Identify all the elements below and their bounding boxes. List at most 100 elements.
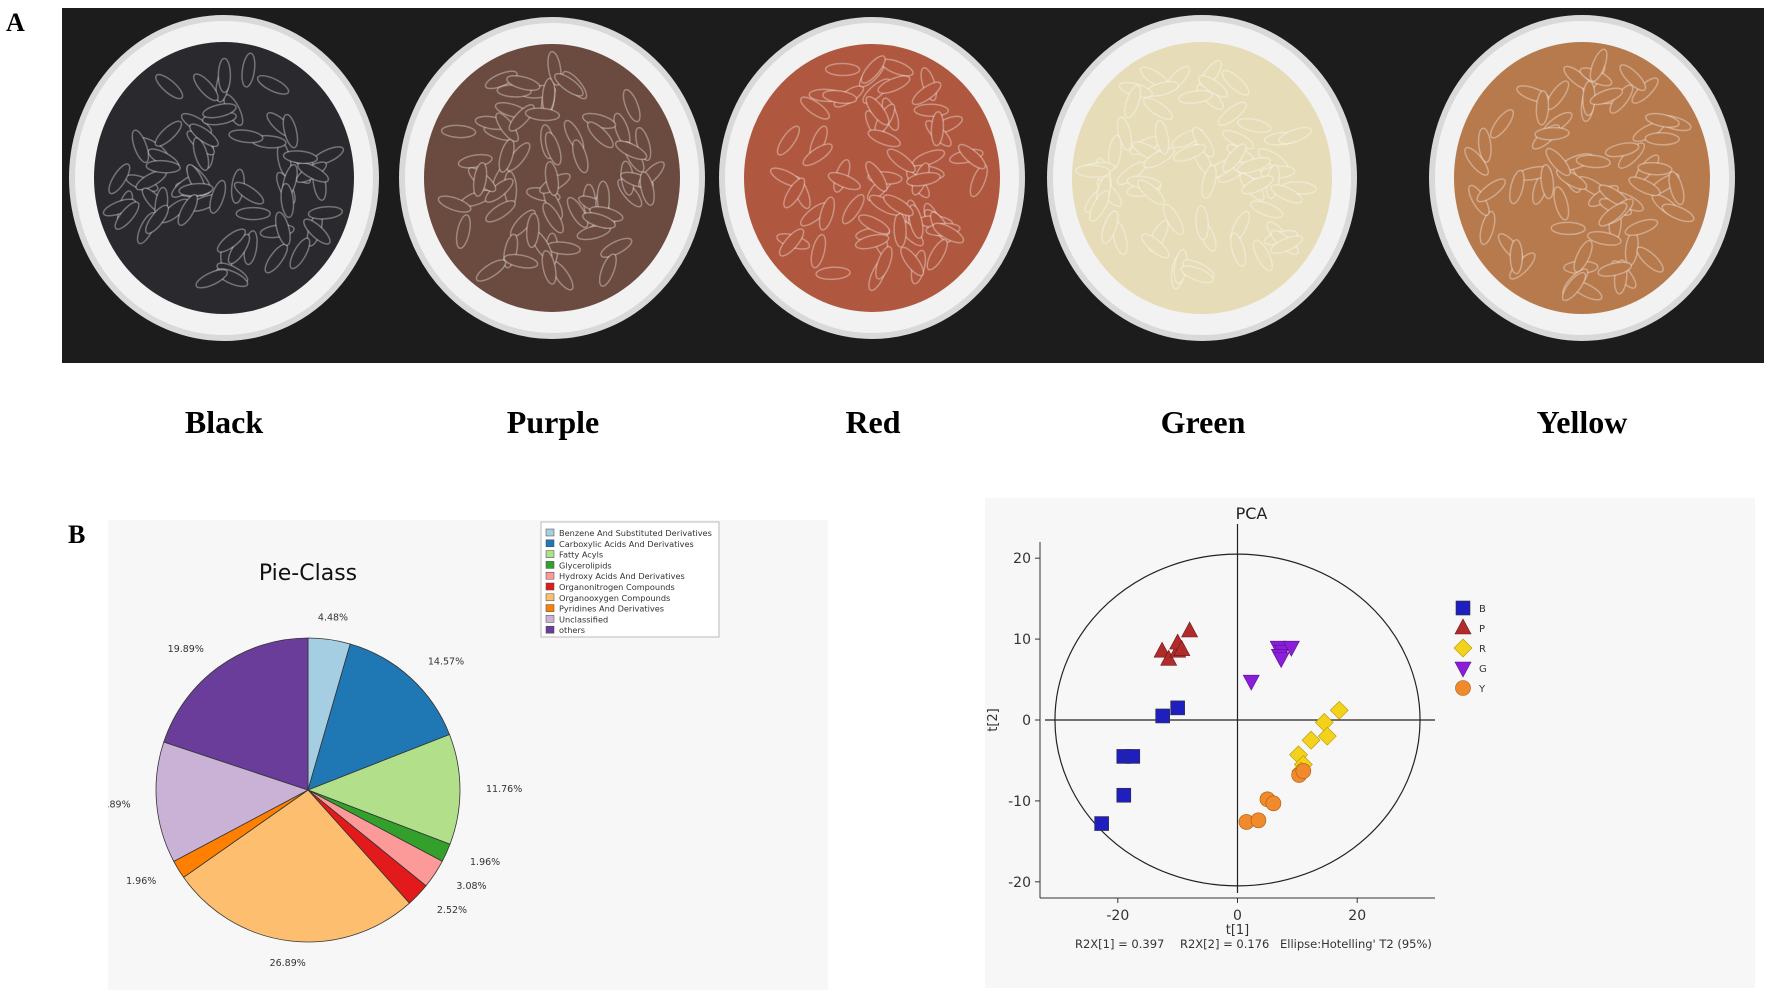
pca-x-tick-label: -20 xyxy=(1106,908,1129,924)
rice-grain xyxy=(280,182,295,219)
pca-footer-1: R2X[2] = 0.176 xyxy=(1180,937,1269,951)
pca-point xyxy=(1181,621,1199,638)
pie-legend-label-1: Carboxylic Acids And Derivatives xyxy=(559,539,694,549)
rice-grain xyxy=(926,238,948,271)
rice-grain xyxy=(867,129,901,148)
pca-point xyxy=(1301,730,1321,750)
pca-point xyxy=(1125,749,1141,764)
pie-legend-swatch-2 xyxy=(545,550,555,558)
rice-bowls-illustration xyxy=(69,15,1735,341)
pie-legend-swatch-6 xyxy=(545,593,555,602)
pca-legend-item-R: R xyxy=(1453,638,1486,658)
rice-grain xyxy=(506,142,531,172)
rice-grain xyxy=(865,161,888,192)
rice-grain xyxy=(905,171,942,187)
pca-point xyxy=(1160,649,1178,666)
rice-grain xyxy=(228,129,264,144)
rice-grain xyxy=(877,75,911,94)
pca-series-G xyxy=(1242,640,1300,691)
rice-grain xyxy=(437,195,472,213)
rice-grain xyxy=(860,55,886,84)
pie-legend-swatch-1 xyxy=(545,539,555,548)
pca-point xyxy=(1170,700,1185,716)
rice-grain xyxy=(274,211,291,247)
pca-y-tick-label: 0 xyxy=(1022,713,1031,729)
rice-grain xyxy=(216,228,247,253)
rice-grain xyxy=(1088,190,1110,222)
pie-legend-label-9: others xyxy=(559,625,585,635)
pie-legend-label-3: Glycerolipids xyxy=(559,560,612,570)
pie-legend-box xyxy=(540,521,720,638)
rice-grain xyxy=(1180,265,1214,284)
rice-grain xyxy=(484,178,514,203)
rice-grain xyxy=(1661,203,1695,223)
pie-label-0: 4.48% xyxy=(318,613,348,624)
rice-grain xyxy=(541,249,557,285)
pie-slice-6 xyxy=(183,789,411,943)
rice-label-yellow: Yellow xyxy=(1536,404,1628,440)
rice-grain xyxy=(635,126,652,162)
rice-grain xyxy=(783,177,806,209)
pca-point xyxy=(1242,674,1260,691)
pca-y-axis-label: t[2] xyxy=(986,708,1001,732)
rice-grain xyxy=(566,196,589,229)
rice-grain xyxy=(192,136,210,172)
pie-legend-swatch-4 xyxy=(545,571,555,580)
bowl-purple xyxy=(399,17,705,339)
rice-label-purple: Purple xyxy=(506,404,600,440)
pca-legend-item-P: P xyxy=(1454,618,1485,635)
pca-legend-label: B xyxy=(1479,604,1486,615)
rice-grain xyxy=(822,89,858,105)
rice-grain xyxy=(131,129,150,164)
pie-legend-label-7: Pyridines And Derivatives xyxy=(559,604,664,614)
pca-series-B xyxy=(1094,700,1185,831)
rice-grain xyxy=(1534,126,1570,141)
panel-label-a: A xyxy=(6,8,25,37)
rice-grain xyxy=(114,201,140,230)
rice-grain xyxy=(1172,143,1207,162)
rice-grain xyxy=(882,194,914,217)
rice-grain xyxy=(235,206,271,221)
pca-legend-item-G: G xyxy=(1454,661,1487,678)
rice-grain xyxy=(217,57,232,94)
pca-point xyxy=(1173,639,1191,656)
pie-legend-swatch-9 xyxy=(545,625,555,634)
rice-grain xyxy=(1278,126,1312,145)
rice-grain xyxy=(544,131,562,166)
pca-point xyxy=(1265,795,1282,812)
rice-grain xyxy=(154,120,183,147)
rice-grain xyxy=(307,205,344,220)
rice-grain xyxy=(144,204,170,235)
pie-legend-swatch-0 xyxy=(545,528,555,537)
rice-grain xyxy=(485,200,516,223)
rice-grain xyxy=(1236,156,1272,174)
rice-grain xyxy=(475,259,507,282)
rice-grain xyxy=(1162,203,1185,236)
rice-grain xyxy=(581,211,617,230)
rice-grain xyxy=(1154,119,1170,155)
rice-grain xyxy=(1464,146,1490,176)
pie-label-5: 2.52% xyxy=(437,905,467,916)
pie-legend-swatch-8 xyxy=(545,615,555,623)
pca-point xyxy=(1453,638,1473,658)
rice-grain xyxy=(1509,238,1524,275)
pca-legend-label: P xyxy=(1479,624,1485,635)
pca-point xyxy=(1272,652,1290,669)
pie-label-9: 19.89% xyxy=(168,644,204,655)
rice-grain xyxy=(1540,164,1555,200)
rice-grain xyxy=(886,148,916,173)
pie-legend-swatch-7 xyxy=(545,604,555,612)
bowl-rice xyxy=(94,42,354,314)
pie-legend-label-6: Organooxygen Compounds xyxy=(559,593,670,603)
rice-grain xyxy=(1553,186,1570,221)
rice-grain xyxy=(1221,129,1255,150)
pie-label-3: 1.96% xyxy=(470,857,500,868)
pca-legend-item-B: B xyxy=(1455,600,1486,616)
rice-label-red: Red xyxy=(845,404,901,440)
rice-grain xyxy=(145,159,181,174)
pca-y-tick-label: -20 xyxy=(1008,875,1031,891)
rice-grain xyxy=(256,74,290,95)
rice-grain xyxy=(1589,48,1608,83)
rice-grain xyxy=(192,73,219,102)
rice-grain xyxy=(857,214,891,235)
